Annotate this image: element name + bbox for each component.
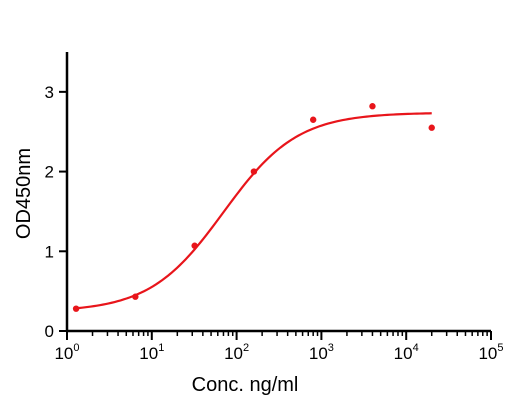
data-point — [428, 124, 435, 131]
x-tick-label-base: 10 — [139, 344, 158, 363]
y-tick-label: 0 — [45, 322, 54, 341]
x-tick-label-exponent: 0 — [73, 342, 79, 354]
x-tick-label-base: 10 — [309, 344, 328, 363]
x-tick-label: 102 — [224, 342, 249, 363]
x-tick-label: 103 — [309, 342, 334, 363]
fit-curve — [75, 112, 432, 310]
x-tick-label-exponent: 3 — [328, 342, 334, 354]
x-tick-label-exponent: 2 — [243, 342, 249, 354]
y-tick-label: 1 — [45, 242, 54, 261]
x-tick-label: 105 — [478, 342, 503, 363]
x-tick-label-base: 10 — [54, 344, 73, 363]
x-tick-label-base: 10 — [478, 344, 497, 363]
data-point — [191, 242, 198, 249]
data-point — [309, 116, 317, 123]
x-tick-label-base: 10 — [224, 344, 243, 363]
x-tick-label: 101 — [139, 342, 164, 363]
y-axis-title: OD450nm — [13, 148, 35, 239]
x-ticks: 100 101 102 103 104 105 — [54, 331, 504, 363]
y-tick-label: 2 — [45, 163, 54, 182]
fit-curve-layer — [75, 112, 432, 310]
x-tick-label-base: 10 — [394, 344, 413, 363]
y-tick-label: 3 — [45, 83, 54, 102]
data-points-layer — [72, 103, 435, 312]
x-tick-label-exponent: 5 — [497, 342, 503, 354]
data-point — [132, 293, 139, 300]
y-ticks: 0 1 2 3 — [45, 83, 67, 341]
x-tick-label-exponent: 1 — [158, 342, 164, 354]
axes-layer — [65, 52, 491, 333]
data-point — [369, 103, 376, 110]
x-axis-title: Conc. ng/ml — [192, 374, 299, 396]
data-point — [72, 305, 80, 312]
x-tick-label: 104 — [394, 342, 419, 363]
x-tick-label-exponent: 4 — [413, 342, 419, 354]
data-point — [250, 168, 258, 175]
x-tick-label: 100 — [54, 342, 79, 363]
